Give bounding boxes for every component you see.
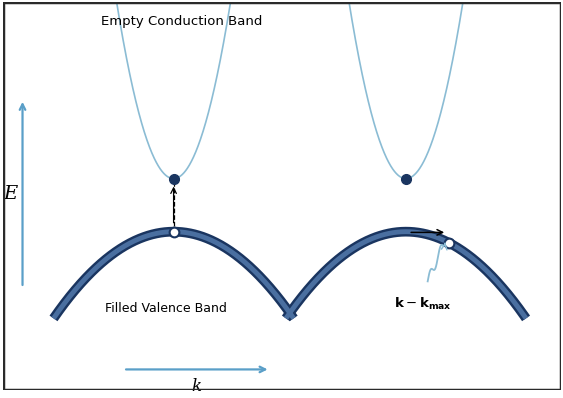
Text: Filled Valence Band: Filled Valence Band	[105, 302, 227, 315]
Text: E: E	[4, 185, 18, 203]
Text: k: k	[192, 378, 202, 395]
Text: Empty Conduction Band: Empty Conduction Band	[101, 16, 262, 28]
Text: $\mathbf{k} - \mathbf{k}_{\mathbf{max}}$: $\mathbf{k} - \mathbf{k}_{\mathbf{max}}$	[394, 296, 452, 312]
